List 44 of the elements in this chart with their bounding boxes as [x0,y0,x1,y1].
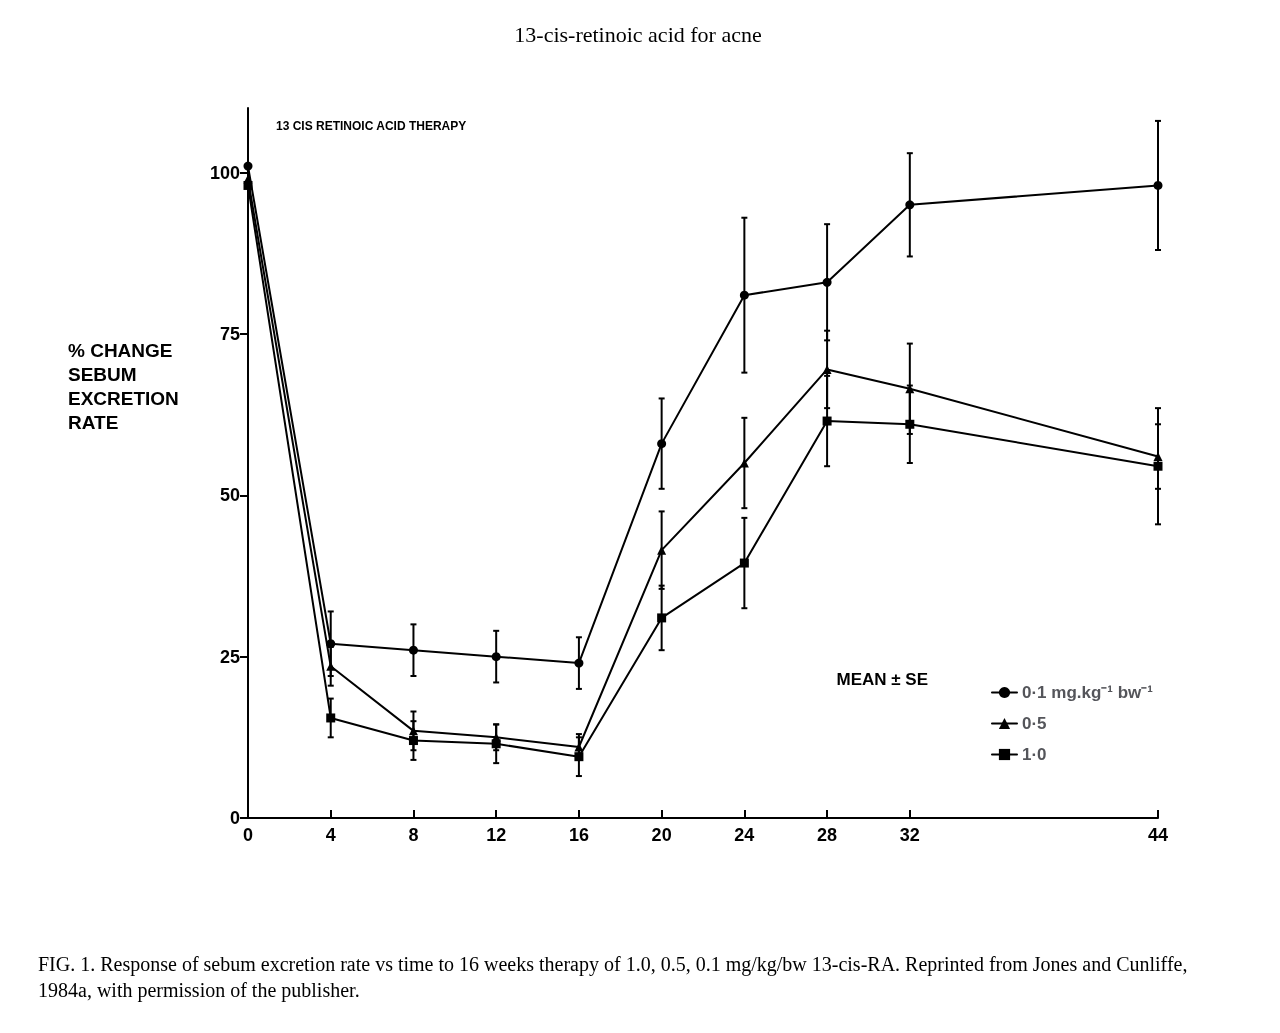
point [574,752,584,762]
x-tick-label: 24 [734,825,755,845]
x-tick-label: 4 [325,825,336,845]
y-tick-label: 0 [229,808,240,828]
point [408,645,418,655]
x-tick-label: 8 [408,825,419,845]
point [739,458,749,468]
y-axis-title: % CHANGE SEBUM EXCRETION RATE [68,339,185,433]
legend-label: 0·5 [1021,714,1047,733]
x-tick-label: 44 [1147,825,1169,845]
point [243,180,253,190]
legend-label: 1·0 [1021,745,1047,764]
annotation: 13 CIS RETINOIC ACID THERAPY [276,119,467,133]
point [657,545,667,555]
y-tick-label: 25 [219,646,240,667]
point [574,658,584,668]
chart-title: 13-cis-retinoic acid for acne [514,21,762,47]
point [739,558,749,568]
point [905,200,915,210]
point [657,439,667,449]
legend-title: MEAN ± SE [836,670,929,689]
point [1153,461,1163,471]
y-tick-label: 75 [219,323,240,344]
point [491,652,501,662]
point [326,713,336,723]
point [243,161,253,171]
point [905,419,915,429]
point [1153,180,1163,190]
point [822,416,832,426]
x-tick-label: 32 [899,825,920,845]
point [408,726,418,736]
x-tick-label: 16 [568,825,589,845]
x-tick-label: 28 [817,825,838,845]
x-tick-label: 0 [242,825,254,845]
y-tick-label: 100 [209,162,240,183]
caption: FIG. 1. Response of sebum excretion rate vs time to 16 weeks therapy of 1.0, 0.5, 0.1 mg/kg/bw 13-cis-RA. Reprinted from Jones and Cunliffe, 1984a, with permission of the publisher. [38,953,1193,1002]
point [822,277,832,287]
y-tick-label: 50 [219,485,240,506]
x-tick-label: 12 [486,825,507,845]
point [408,736,418,746]
point [739,290,749,300]
point [657,613,667,623]
legend-label: 0·1 mg.kg⁻¹ bw⁻¹ [1021,683,1154,702]
x-tick-label: 20 [651,825,672,845]
